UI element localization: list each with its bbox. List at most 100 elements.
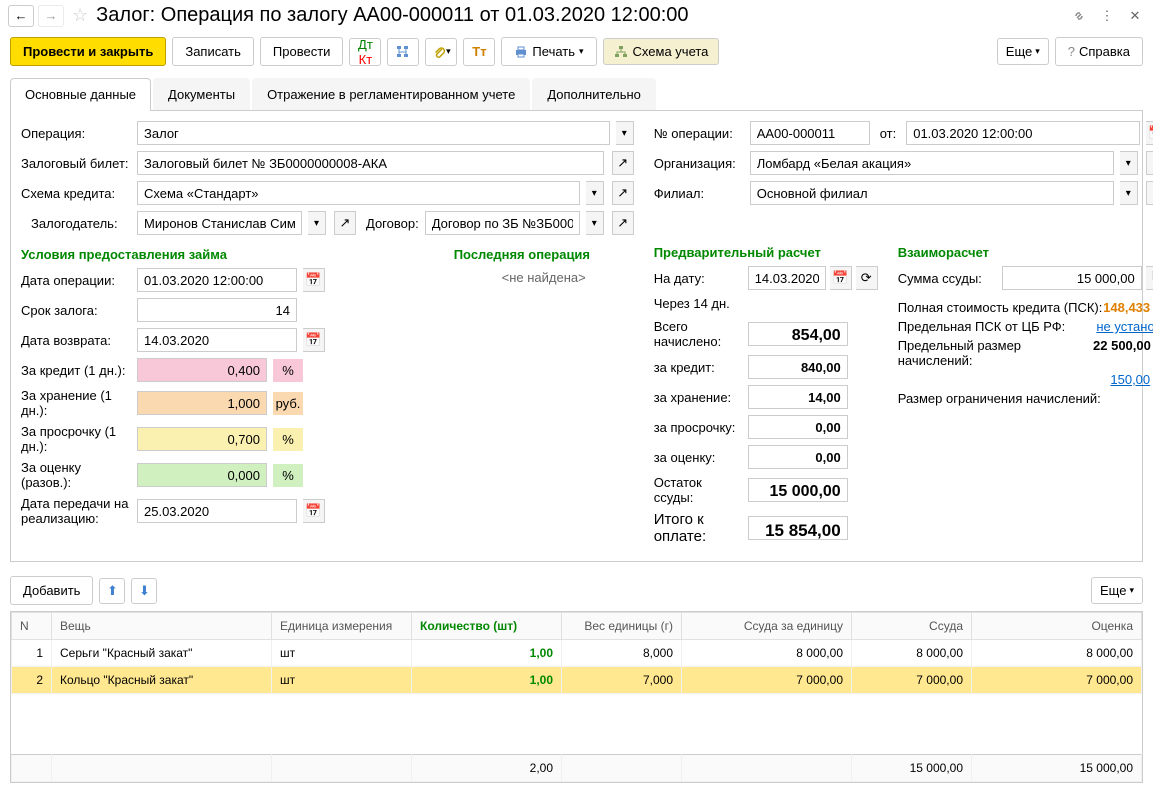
- org-input[interactable]: [750, 151, 1114, 175]
- storage-rate-input[interactable]: [137, 391, 267, 415]
- cell-unit: шт: [272, 667, 412, 694]
- return-input[interactable]: [137, 328, 297, 352]
- org-dropdown[interactable]: ▾: [1120, 151, 1138, 175]
- col-appraisal[interactable]: Оценка: [972, 613, 1142, 640]
- col-qty[interactable]: Количество (шт): [412, 613, 562, 640]
- credit-rate-input[interactable]: [137, 358, 267, 382]
- ticket-input[interactable]: [137, 151, 604, 175]
- opdate-calendar-icon[interactable]: 📅: [1146, 121, 1153, 145]
- contract-dropdown[interactable]: ▾: [586, 211, 604, 235]
- op-date-input[interactable]: [137, 268, 297, 292]
- return-calendar-icon[interactable]: 📅: [303, 328, 325, 352]
- operation-dropdown[interactable]: ▾: [616, 121, 634, 145]
- term-input[interactable]: [137, 298, 297, 322]
- ticket-open-button[interactable]: ↗: [612, 151, 634, 175]
- print-button[interactable]: Печать ▾: [501, 37, 596, 66]
- tab-documents[interactable]: Документы: [153, 78, 250, 110]
- post-button[interactable]: Провести: [260, 37, 344, 66]
- schema-input[interactable]: [137, 181, 580, 205]
- link-icon[interactable]: [1069, 6, 1089, 26]
- contract-open-button[interactable]: ↗: [612, 211, 634, 235]
- save-button[interactable]: Записать: [172, 37, 254, 66]
- return-label: Дата возврата:: [21, 333, 131, 348]
- storage-rate-unit: руб.: [273, 392, 303, 415]
- tab-additional[interactable]: Дополнительно: [532, 78, 656, 110]
- max-accrual-link[interactable]: 150,00: [1110, 372, 1150, 387]
- org-label: Организация:: [654, 156, 744, 171]
- branch-dropdown[interactable]: ▾: [1120, 181, 1138, 205]
- cell-weight: 8,000: [562, 640, 682, 667]
- col-unit[interactable]: Единица измерения: [272, 613, 412, 640]
- loan-amount-calc-icon[interactable]: 🖩: [1146, 266, 1153, 290]
- col-loan-per[interactable]: Ссуда за единицу: [682, 613, 852, 640]
- op-date-label: Дата операции:: [21, 273, 131, 288]
- totals-row: 2,00 15 000,00 15 000,00: [12, 755, 1142, 782]
- overdue-rate-unit: %: [273, 428, 303, 451]
- pledger-open-button[interactable]: ↗: [334, 211, 356, 235]
- loan-balance-value: 15 000,00: [748, 478, 848, 502]
- total-pay-value: 15 854,00: [748, 516, 848, 540]
- op-date-calendar-icon[interactable]: 📅: [303, 268, 325, 292]
- overdue-rate-input[interactable]: [137, 427, 267, 451]
- col-loan[interactable]: Ссуда: [852, 613, 972, 640]
- on-date-input[interactable]: [748, 266, 826, 290]
- cell-n: 2: [12, 667, 52, 694]
- for-overdue-value: 0,00: [748, 415, 848, 439]
- opnum-input[interactable]: [750, 121, 870, 145]
- table-row[interactable]: 2 Кольцо "Красный закат" шт 1,00 7,000 7…: [12, 667, 1142, 694]
- sale-date-input[interactable]: [137, 499, 297, 523]
- sale-date-calendar-icon[interactable]: 📅: [303, 499, 325, 523]
- loan-amount-input[interactable]: [1002, 266, 1142, 290]
- operation-input[interactable]: [137, 121, 610, 145]
- attach-icon-button[interactable]: ▾: [425, 38, 457, 66]
- add-button[interactable]: Добавить: [10, 576, 93, 605]
- loan-terms-header: Условия предоставления займа: [21, 247, 434, 262]
- on-date-calendar-icon[interactable]: 📅: [830, 266, 852, 290]
- appraisal-rate-input[interactable]: [137, 463, 267, 487]
- nav-back-button[interactable]: ←: [8, 5, 34, 27]
- close-icon[interactable]: ✕: [1125, 6, 1145, 26]
- on-date-refresh-icon[interactable]: ⟳: [856, 266, 878, 290]
- col-n[interactable]: N: [12, 613, 52, 640]
- favorite-star-icon[interactable]: ☆: [72, 5, 88, 26]
- last-op-header: Последняя операция: [454, 247, 634, 262]
- contract-input[interactable]: [425, 211, 580, 235]
- cell-appraisal: 7 000,00: [972, 667, 1142, 694]
- tab-reflection[interactable]: Отражение в регламентированном учете: [252, 78, 530, 110]
- for-storage-label: за хранение:: [654, 390, 744, 405]
- col-weight[interactable]: Вес единицы (г): [562, 613, 682, 640]
- branch-open-button[interactable]: ↗: [1146, 181, 1153, 205]
- move-down-button[interactable]: ⬇: [131, 578, 157, 604]
- more-button[interactable]: Еще ▾: [997, 38, 1049, 65]
- schema-dropdown[interactable]: ▾: [586, 181, 604, 205]
- text-icon-button[interactable]: Тт: [463, 38, 495, 66]
- table-more-button[interactable]: Еще ▾: [1091, 577, 1143, 604]
- for-credit-value: 840,00: [748, 355, 848, 379]
- branch-input[interactable]: [750, 181, 1114, 205]
- loan-amount-label: Сумма ссуды:: [898, 271, 998, 286]
- max-accrual-label: Предельный размер начислений:: [898, 338, 1093, 368]
- post-and-close-button[interactable]: Провести и закрыть: [10, 37, 166, 66]
- pledger-dropdown[interactable]: ▾: [308, 211, 326, 235]
- org-open-button[interactable]: ↗: [1146, 151, 1153, 175]
- schema-button[interactable]: Схема учета: [603, 38, 720, 65]
- contract-label: Договор:: [366, 216, 419, 231]
- pledger-input[interactable]: [137, 211, 302, 235]
- cell-loan-per: 7 000,00: [682, 667, 852, 694]
- cell-qty: 1,00: [412, 640, 562, 667]
- structure-icon-button[interactable]: [387, 38, 419, 66]
- col-item[interactable]: Вещь: [52, 613, 272, 640]
- menu-dots-icon[interactable]: ⋮: [1097, 6, 1117, 26]
- cb-limit-label: Предельная ПСК от ЦБ РФ:: [898, 319, 1097, 334]
- total-qty: 2,00: [412, 755, 562, 782]
- cell-qty: 1,00: [412, 667, 562, 694]
- cell-item: Кольцо "Красный закат": [52, 667, 272, 694]
- table-row[interactable]: 1 Серьги "Красный закат" шт 1,00 8,000 8…: [12, 640, 1142, 667]
- dtkt-icon-button[interactable]: ДтКт: [349, 38, 381, 66]
- tab-main-data[interactable]: Основные данные: [10, 78, 151, 110]
- schema-open-button[interactable]: ↗: [612, 181, 634, 205]
- opdate-input[interactable]: [906, 121, 1139, 145]
- move-up-button[interactable]: ⬆: [99, 578, 125, 604]
- cb-limit-link[interactable]: не устано…: [1096, 319, 1153, 334]
- help-button[interactable]: ? Справка: [1055, 37, 1143, 66]
